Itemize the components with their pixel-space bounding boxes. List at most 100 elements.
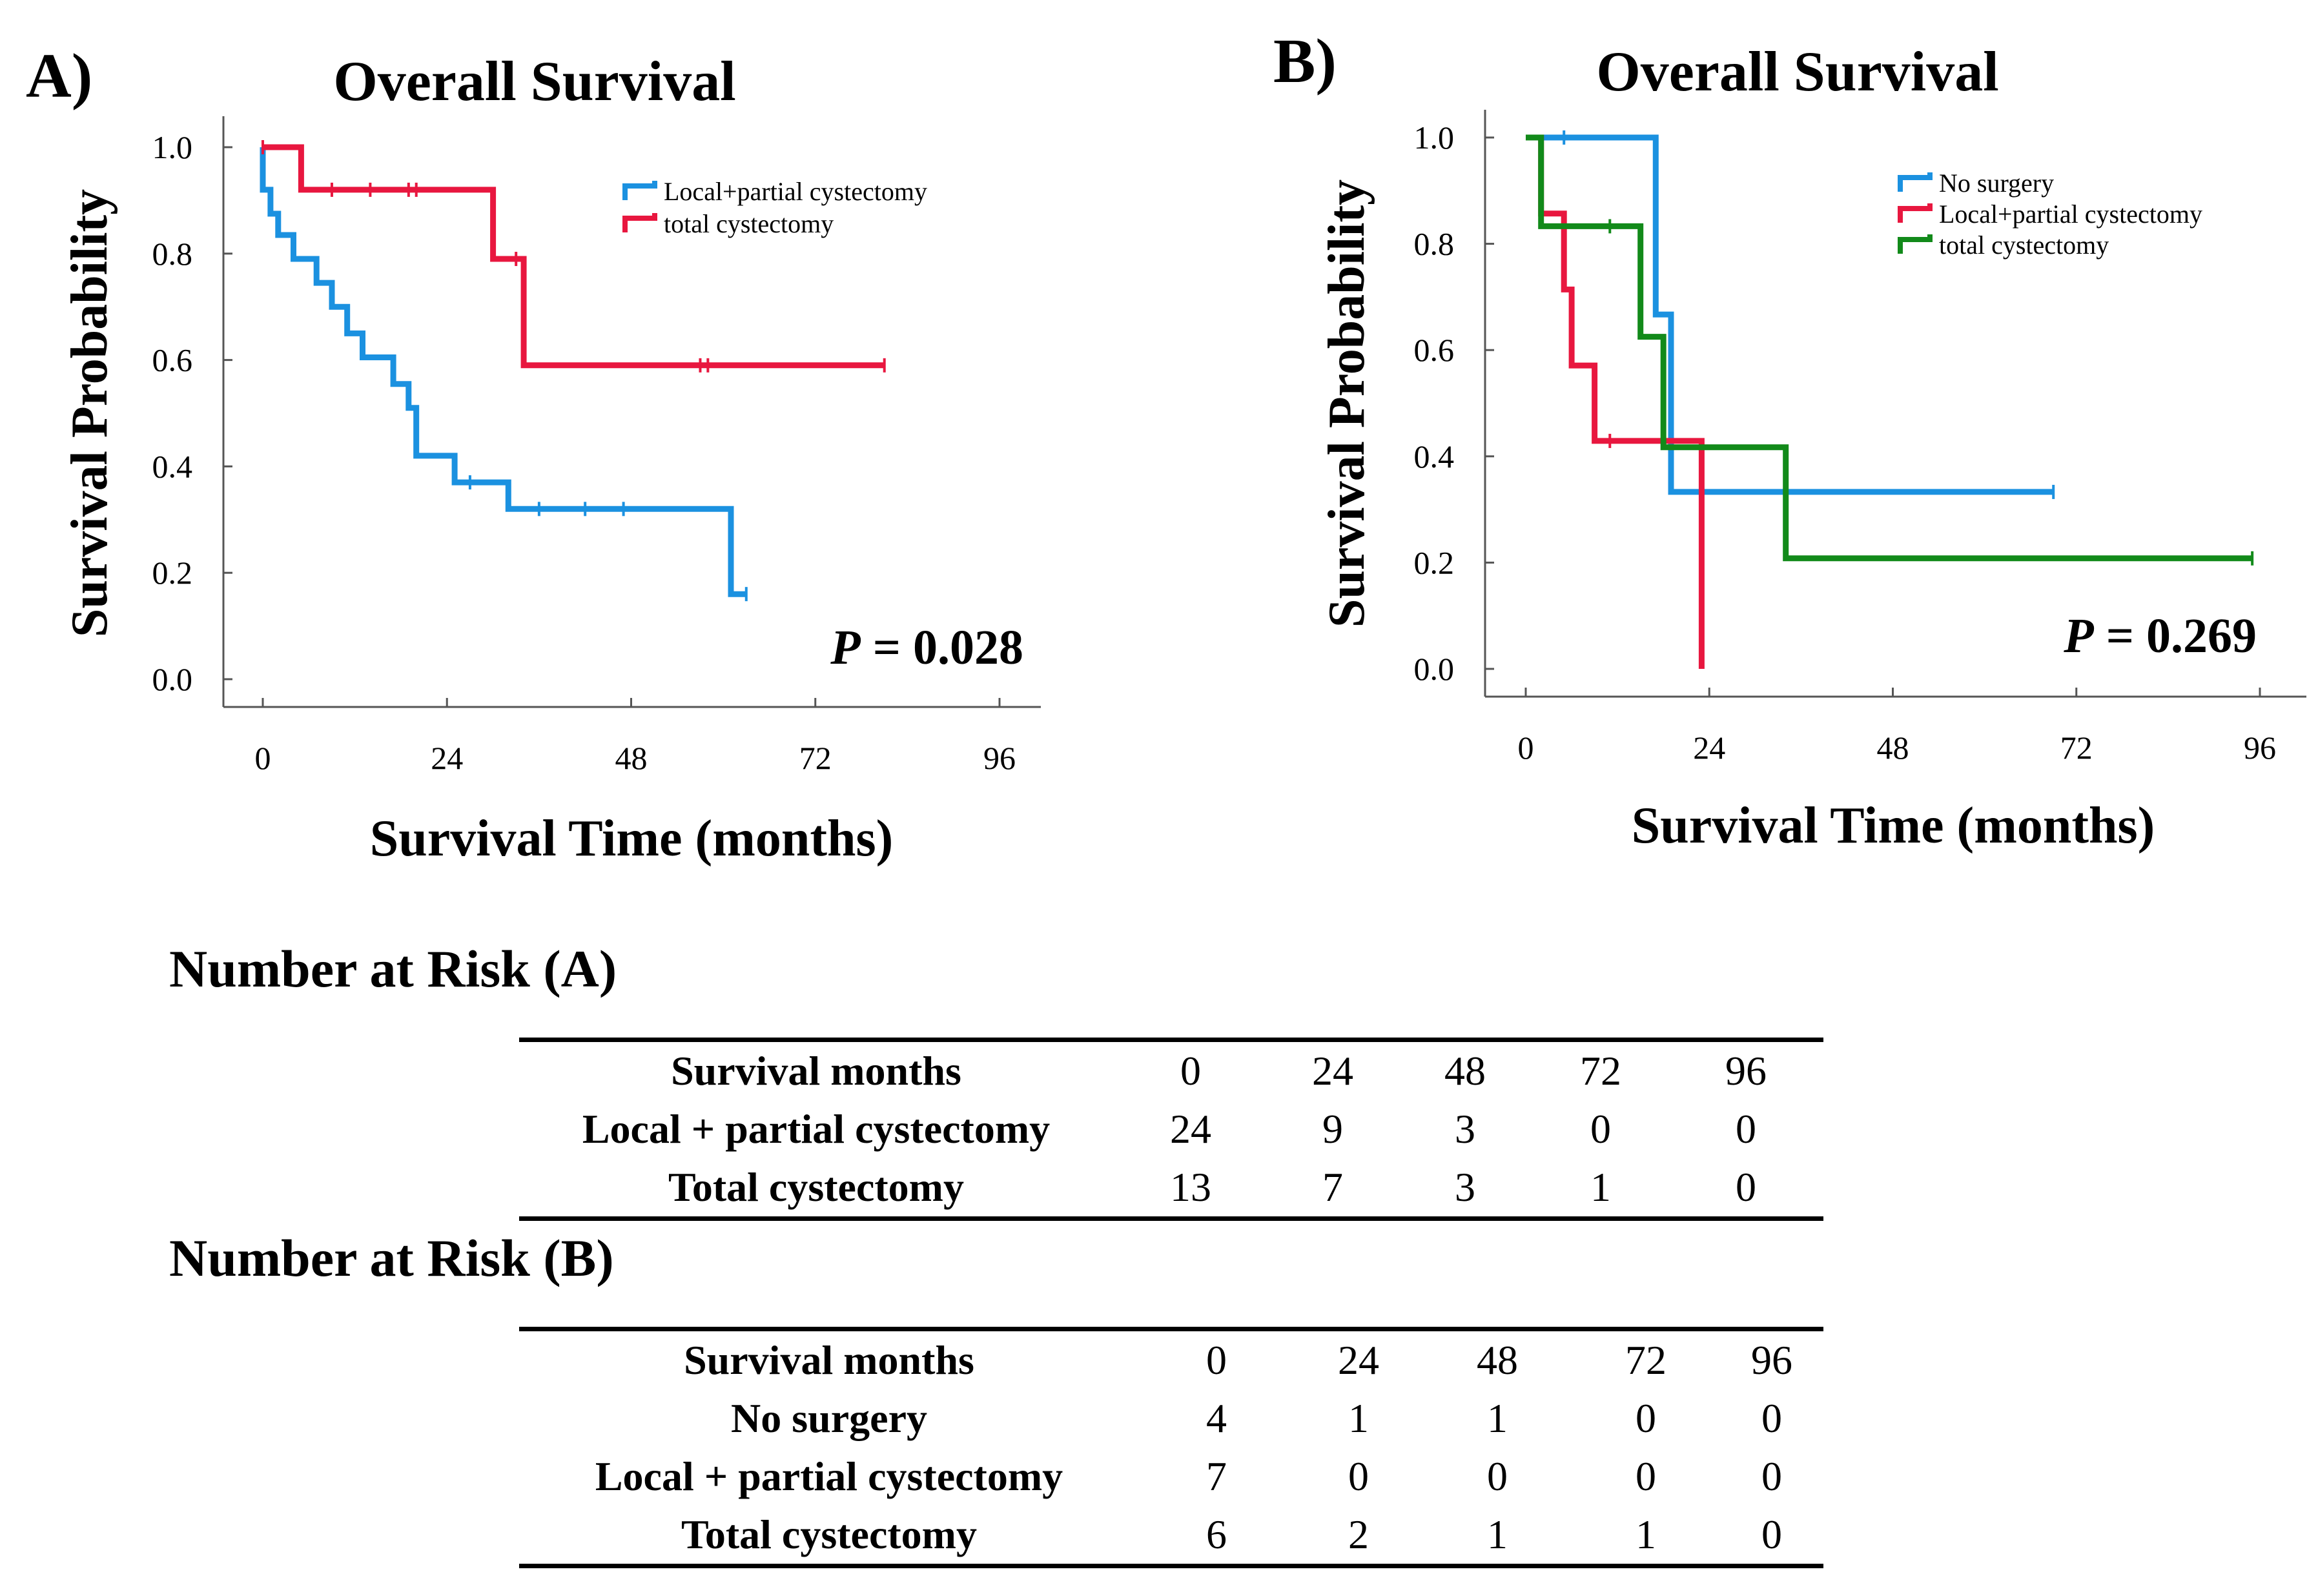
row-label: Local + partial cystectomy — [595, 1453, 1063, 1499]
header-cell: 0 — [1206, 1337, 1227, 1383]
table-row: No surgery 4 1 1 0 0 — [519, 1389, 1823, 1448]
cell: 0 — [1761, 1395, 1782, 1441]
cell: 3 — [1455, 1106, 1475, 1152]
cell: 0 — [1736, 1164, 1756, 1210]
panel-label: B) — [1273, 26, 1337, 96]
cell: 4 — [1206, 1395, 1227, 1441]
x-tick-label: 48 — [615, 740, 648, 776]
p-value-text: = 0.269 — [2094, 609, 2257, 663]
legend-swatch — [1898, 234, 1933, 254]
row-label: No surgery — [731, 1395, 927, 1441]
cell: 1 — [1348, 1395, 1369, 1441]
p-value-annotation: P = 0.028 — [830, 620, 1023, 675]
y-axis-label: Survival Probability — [61, 189, 118, 637]
x-tick-label: 0 — [1518, 730, 1534, 766]
cell: 24 — [1170, 1106, 1211, 1152]
header-label: Survival months — [671, 1048, 961, 1094]
x-axis-label: Survival Time (months) — [370, 810, 893, 867]
chart-title: Overall Survival — [1596, 41, 1998, 103]
cell: 9 — [1322, 1106, 1343, 1152]
cell: 7 — [1206, 1453, 1227, 1499]
cell: 0 — [1590, 1106, 1611, 1152]
x-tick-label: 96 — [2244, 730, 2276, 766]
risk-table-b: Survival months 0 24 48 72 96 No surgery… — [519, 1327, 1823, 1568]
cell: 1 — [1590, 1164, 1611, 1210]
x-axis-label: Survival Time (months) — [1632, 797, 2155, 854]
header-cell: 72 — [1625, 1337, 1667, 1383]
p-value-text: = 0.028 — [861, 620, 1023, 675]
y-tick-label: 0.8 — [1414, 226, 1455, 262]
legend-swatch — [1898, 203, 1933, 223]
table-row: Survival months 0 24 48 72 96 — [519, 1329, 1823, 1390]
risk-table-b-title: Number at Risk (B) — [169, 1229, 614, 1287]
cell: 0 — [1761, 1453, 1782, 1499]
x-tick-label: 72 — [2060, 730, 2093, 766]
x-tick-label: 48 — [1877, 730, 1909, 766]
y-tick-label: 0.6 — [152, 342, 193, 378]
km-panel-a: A) Overall Survival 0.0 0.2 0.4 0.6 0.8 1.0 0 24 4… — [26, 41, 1041, 867]
cell: 0 — [1487, 1453, 1508, 1499]
x-tick-label: 72 — [799, 740, 832, 776]
y-tick-label: 0.6 — [1414, 332, 1455, 368]
series-line — [1526, 134, 2253, 562]
cell: 0 — [1636, 1395, 1656, 1441]
header-cell: 96 — [1725, 1048, 1767, 1094]
legend-swatch — [622, 213, 657, 232]
table-row: Local + partial cystectomy 7 0 0 0 0 — [519, 1448, 1823, 1506]
header-cell: 24 — [1312, 1048, 1353, 1094]
x-tick-label: 96 — [983, 740, 1016, 776]
legend-label: Local+partial cystectomy — [1939, 200, 2202, 229]
km-panel-b: B) Overall Survival 0.0 0.2 0.4 0.6 0.8 1.0 0 24 4… — [1273, 26, 2306, 854]
row-label: Local + partial cystectomy — [582, 1106, 1051, 1152]
y-tick-label: 0.0 — [152, 661, 193, 697]
cell: 7 — [1322, 1164, 1343, 1210]
legend-swatch — [1898, 172, 1933, 192]
p-value-symbol: P — [830, 620, 861, 675]
cell: 1 — [1487, 1511, 1508, 1557]
header-label: Survival months — [684, 1337, 974, 1383]
chart-title: Overall Survival — [333, 50, 735, 113]
legend-swatch — [622, 181, 657, 200]
series-line — [1526, 134, 2054, 495]
x-tick-label: 0 — [255, 740, 271, 776]
risk-table-a-title: Number at Risk (A) — [169, 939, 617, 998]
header-cell: 72 — [1580, 1048, 1621, 1094]
cell: 0 — [1348, 1453, 1369, 1499]
x-tick-label: 24 — [431, 740, 463, 776]
x-tick-label: 24 — [1693, 730, 1725, 766]
y-tick-label: 1.0 — [1414, 119, 1455, 156]
y-tick-label: 0.4 — [1414, 438, 1455, 475]
legend-label: total cystectomy — [1939, 230, 2109, 260]
series-line — [260, 147, 746, 597]
series-line — [263, 144, 885, 369]
cell: 1 — [1487, 1395, 1508, 1441]
y-tick-label: 0.2 — [1414, 544, 1455, 580]
y-tick-label: 0.0 — [1414, 651, 1455, 687]
row-label: Total cystectomy — [668, 1164, 964, 1210]
y-tick-label: 1.0 — [152, 129, 193, 165]
header-cell: 48 — [1477, 1337, 1518, 1383]
cell: 0 — [1636, 1453, 1656, 1499]
cell: 13 — [1170, 1164, 1211, 1210]
y-axis-label: Survival Probability — [1318, 179, 1375, 628]
legend-label: Local+partial cystectomy — [664, 177, 927, 206]
km-plots: A) Overall Survival 0.0 0.2 0.4 0.6 0.8 1.0 0 24 4… — [26, 26, 2306, 867]
cell: 3 — [1455, 1164, 1475, 1210]
cell: 0 — [1761, 1511, 1782, 1557]
cell: 1 — [1636, 1511, 1656, 1557]
y-tick-label: 0.2 — [152, 555, 193, 591]
panel-label: A) — [26, 41, 92, 111]
risk-table-a: Survival months 0 24 48 72 96 Local + pa… — [519, 1038, 1823, 1221]
y-tick-label: 0.4 — [152, 448, 193, 484]
table-row: Total cystectomy 13 7 3 1 0 — [519, 1158, 1823, 1219]
p-value-symbol: P — [2063, 609, 2094, 663]
row-label: Total cystectomy — [681, 1511, 977, 1557]
cell: 0 — [1736, 1106, 1756, 1152]
table-row: Local + partial cystectomy 24 9 3 0 0 — [519, 1100, 1823, 1158]
legend-label: total cystectomy — [664, 209, 834, 238]
header-cell: 0 — [1180, 1048, 1201, 1094]
header-cell: 24 — [1338, 1337, 1379, 1383]
cell: 6 — [1206, 1511, 1227, 1557]
table-row: Survival months 0 24 48 72 96 — [519, 1040, 1823, 1101]
